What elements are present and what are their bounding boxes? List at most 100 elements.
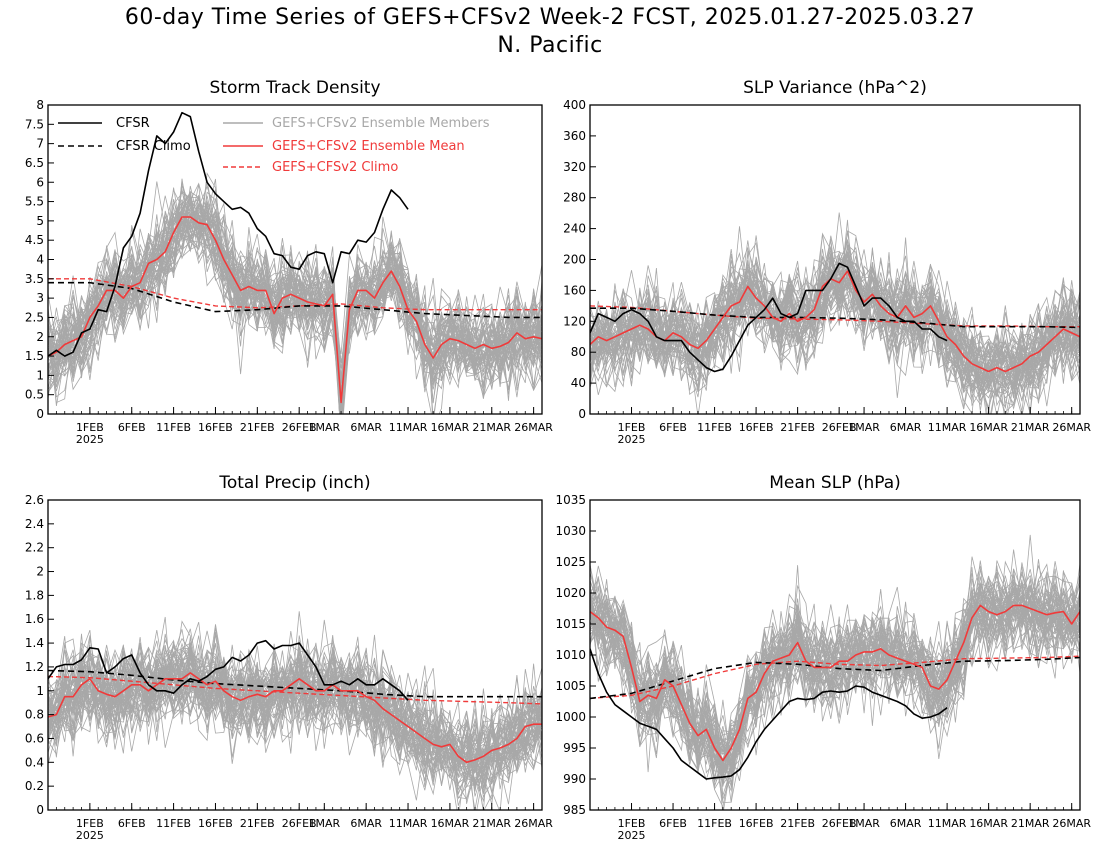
ensemble-member-line xyxy=(590,569,1080,787)
x-tick-label: 21MAR xyxy=(472,421,511,434)
x-tick-sublabel: 2025 xyxy=(76,433,104,446)
x-tick-label: 26FEB xyxy=(282,817,317,830)
y-tick-label: 120 xyxy=(563,314,586,328)
y-tick-label: 0.2 xyxy=(25,779,44,793)
series-line-cfsr-climo xyxy=(48,669,542,698)
y-tick-label: 320 xyxy=(563,160,586,174)
x-tick-label: 16MAR xyxy=(431,421,470,434)
ensemble-member-line xyxy=(590,263,1080,392)
y-tick-label: 1035 xyxy=(555,493,586,507)
y-tick-label: 6 xyxy=(36,175,44,189)
x-tick-label: 1MAR xyxy=(308,817,340,830)
x-tick-label: 21MAR xyxy=(1011,817,1050,830)
y-tick-label: 1030 xyxy=(555,524,586,538)
y-tick-label: 1015 xyxy=(555,617,586,631)
x-tick-label: 6MAR xyxy=(350,817,382,830)
ensemble-member-line xyxy=(590,561,1080,771)
x-tick-label: 21FEB xyxy=(240,421,275,434)
chart-panel-3: Total Precip (inch) 0 0.2 0.4 0.6 0.8 1 1.2 1.4 1… xyxy=(25,473,553,842)
x-tick-label: 26FEB xyxy=(822,421,857,434)
x-tick-label: 16MAR xyxy=(969,421,1008,434)
x-tick-label: 6MAR xyxy=(350,421,382,434)
ensemble-member-line xyxy=(590,219,1080,411)
ensemble-member-line xyxy=(590,268,1080,391)
ensemble-member-line xyxy=(48,616,542,781)
y-tick-label: 1000 xyxy=(555,710,586,724)
legend-label-mean: GEFS+CFSv2 Ensemble Mean xyxy=(272,139,465,154)
x-tick-label: 26MAR xyxy=(1052,421,1091,434)
series-line-cfsr xyxy=(48,111,409,357)
x-tick-label: 16MAR xyxy=(969,817,1008,830)
y-tick-label: 40 xyxy=(571,376,586,390)
ensemble-members xyxy=(590,534,1080,810)
y-tick-label: 2.2 xyxy=(25,541,44,555)
x-tick-label: 21FEB xyxy=(240,817,275,830)
series-line-cfsr-climo xyxy=(48,281,542,319)
y-tick-label: 6.5 xyxy=(25,156,44,170)
chart-panel-4: Mean SLP (hPa) 985 990 995 1000 1005 1010 1015 1… xyxy=(555,473,1091,842)
ensemble-member-line xyxy=(48,191,542,414)
y-tick-label: 8 xyxy=(36,98,44,112)
x-tick-label: 26MAR xyxy=(514,817,553,830)
ensemble-member-line xyxy=(590,556,1080,803)
x-tick-label: 11FEB xyxy=(697,817,732,830)
ensemble-member-line xyxy=(590,580,1080,765)
y-tick-label: 3.5 xyxy=(25,272,44,286)
ensemble-member-line xyxy=(48,629,542,791)
y-tick-label: 0 xyxy=(578,407,586,421)
x-tick-label: 6MAR xyxy=(890,817,922,830)
x-tick-label: 21MAR xyxy=(1011,421,1050,434)
x-tick-label: 1FEB xyxy=(618,817,646,830)
ensemble-member-line xyxy=(590,587,1080,788)
ensemble-members xyxy=(590,212,1080,414)
y-tick-label: 0.6 xyxy=(25,731,44,745)
y-tick-label: 2.6 xyxy=(25,493,44,507)
ensemble-member-line xyxy=(590,575,1080,753)
y-tick-label: 280 xyxy=(563,191,586,205)
y-tick-label: 0.8 xyxy=(25,708,44,722)
y-tick-label: 2 xyxy=(36,330,44,344)
x-tick-label: 26MAR xyxy=(1052,817,1091,830)
ensemble-member-line xyxy=(48,202,542,414)
x-tick-label: 11MAR xyxy=(928,817,967,830)
x-tick-label: 1MAR xyxy=(848,817,880,830)
series-line-cfsr-climo xyxy=(590,656,1080,700)
y-tick-label: 0.4 xyxy=(25,755,44,769)
y-tick-label: 2.5 xyxy=(25,310,44,324)
ensemble-member-line xyxy=(48,636,542,801)
x-tick-label: 11MAR xyxy=(928,421,967,434)
y-tick-label: 1.8 xyxy=(25,588,44,602)
ensemble-member-line xyxy=(590,270,1080,373)
x-tick-sublabel: 2025 xyxy=(76,829,104,842)
x-tick-label: 1FEB xyxy=(76,421,104,434)
ensemble-member-line xyxy=(590,237,1080,414)
ensemble-member-line xyxy=(48,213,542,407)
x-tick-label: 11FEB xyxy=(697,421,732,434)
chart-title: SLP Variance (hPa^2) xyxy=(743,78,927,98)
plot-frame xyxy=(47,499,543,811)
series-line-gefs-cfsv2-ensemble-mean xyxy=(590,604,1080,762)
series-line-cfsr xyxy=(48,639,409,701)
y-tick-label: 5 xyxy=(36,214,44,228)
chart-title: Total Precip (inch) xyxy=(218,473,370,493)
ensemble-member-line xyxy=(48,646,542,783)
x-tick-label: 11MAR xyxy=(389,817,428,830)
ensemble-member-line xyxy=(48,181,542,414)
y-tick-label: 1010 xyxy=(555,648,586,662)
x-tick-label: 1FEB xyxy=(618,421,646,434)
chart-title: Storm Track Density xyxy=(209,78,380,98)
ensemble-members xyxy=(48,611,542,810)
legend-label-cfsr-climo: CFSR Climo xyxy=(116,139,191,154)
y-tick-label: 995 xyxy=(563,741,586,755)
x-tick-label: 21FEB xyxy=(780,421,815,434)
x-tick-label: 26MAR xyxy=(514,421,553,434)
ensemble-member-line xyxy=(48,663,542,771)
x-tick-label: 1MAR xyxy=(848,421,880,434)
ensemble-member-line xyxy=(590,244,1080,392)
series-line-gefs-cfsv2-ensemble-mean xyxy=(590,270,1080,373)
chart-title: Mean SLP (hPa) xyxy=(769,473,901,493)
y-tick-label: 1005 xyxy=(555,679,586,693)
series-line-gefs-cfsv2-ensemble-mean xyxy=(48,672,542,764)
x-tick-label: 11FEB xyxy=(156,421,191,434)
ensemble-member-line xyxy=(48,191,542,414)
